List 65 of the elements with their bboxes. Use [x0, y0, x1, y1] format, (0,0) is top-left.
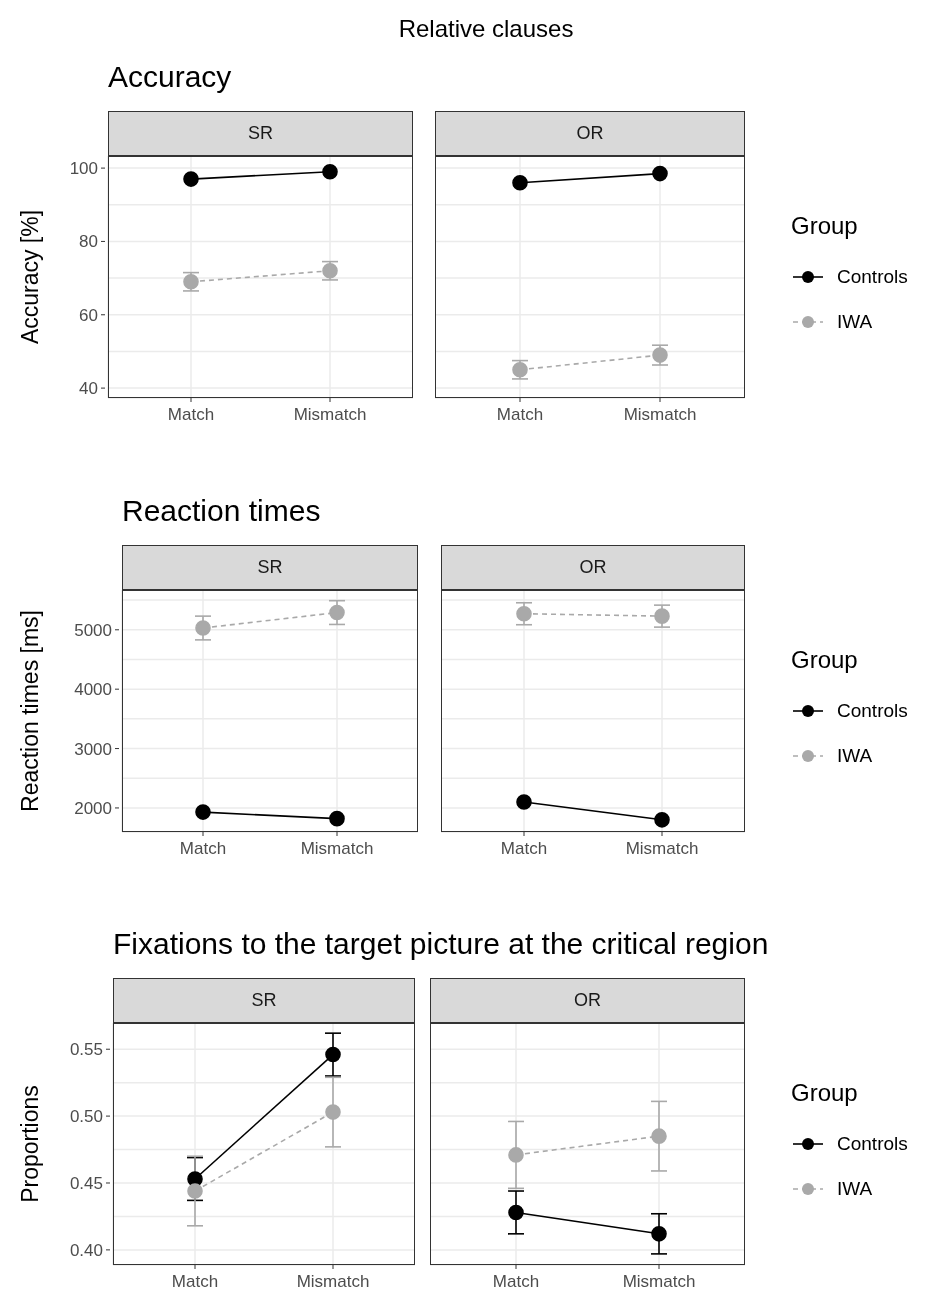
legend-label: Controls [837, 699, 908, 722]
legend-title: Group [791, 1079, 859, 1107]
point [654, 812, 670, 828]
y-tick-label: 0.55 [69, 1040, 103, 1060]
legend-label: Controls [837, 1132, 908, 1155]
point [651, 1226, 667, 1242]
point [516, 794, 532, 810]
chart-subtitle: SR [113, 978, 415, 1023]
x-tick-label: Match [496, 405, 544, 424]
point [187, 1183, 203, 1199]
x-tick-label: Mismatch [622, 1272, 696, 1291]
x-tick-label: Match [492, 1272, 540, 1291]
point [195, 620, 211, 636]
legend-label: IWA [837, 1177, 873, 1200]
point [512, 174, 528, 191]
chart-title: Reaction times [122, 493, 321, 529]
chart-title: Fixations to the target picture at the critical region [113, 926, 769, 962]
chart-subtitle: OR [435, 111, 745, 156]
y-axis-title: Accuracy [%] [16, 209, 44, 345]
x-tick-label: Match [179, 839, 227, 858]
legend-label: IWA [837, 310, 873, 333]
legend-title: Group [791, 212, 859, 240]
y-tick-label: 2000 [74, 798, 112, 818]
point [325, 1104, 341, 1120]
chart-title: Accuracy [108, 59, 232, 95]
point [651, 1128, 667, 1144]
point [329, 810, 345, 827]
point [652, 165, 668, 182]
y-tick-label: 0.40 [69, 1240, 103, 1260]
x-tick-label: Mismatch [623, 405, 697, 424]
point [508, 1147, 524, 1163]
chart-subtitle: SR [122, 545, 418, 590]
point [654, 608, 670, 624]
point [195, 804, 211, 820]
point [516, 605, 532, 622]
chart-subtitle: SR [108, 111, 413, 156]
x-tick-label: Match [171, 1272, 219, 1291]
legend-title: Group [791, 646, 859, 674]
y-tick-label: 4000 [74, 680, 112, 700]
chart-subtitle: OR [441, 545, 745, 590]
legend-label: IWA [837, 744, 873, 767]
legend-label: Controls [837, 265, 908, 288]
y-axis-title: Reaction times [ms] [16, 610, 44, 812]
x-tick-label: Match [500, 839, 548, 858]
y-tick-label: 80 [79, 232, 98, 252]
x-tick-label: Mismatch [296, 1272, 370, 1291]
y-tick-label: 0.45 [69, 1173, 103, 1193]
x-tick-label: Mismatch [300, 839, 374, 858]
y-tick-label: 3000 [74, 739, 112, 759]
x-tick-label: Match [167, 405, 215, 424]
x-tick-label: Mismatch [625, 839, 699, 858]
point [329, 604, 345, 621]
y-tick-label: 40 [79, 379, 98, 399]
point [183, 171, 199, 187]
point [325, 1046, 341, 1063]
y-tick-label: 5000 [74, 620, 112, 640]
point [508, 1204, 524, 1221]
y-tick-label: 0.50 [69, 1107, 103, 1127]
y-tick-label: 100 [69, 159, 98, 179]
text: Relative clauses [398, 15, 574, 43]
point [322, 163, 338, 180]
y-axis-title: Proportions [16, 1085, 44, 1203]
chart-subtitle: OR [430, 978, 745, 1023]
x-tick-label: Mismatch [293, 405, 367, 424]
y-tick-label: 60 [79, 305, 98, 325]
